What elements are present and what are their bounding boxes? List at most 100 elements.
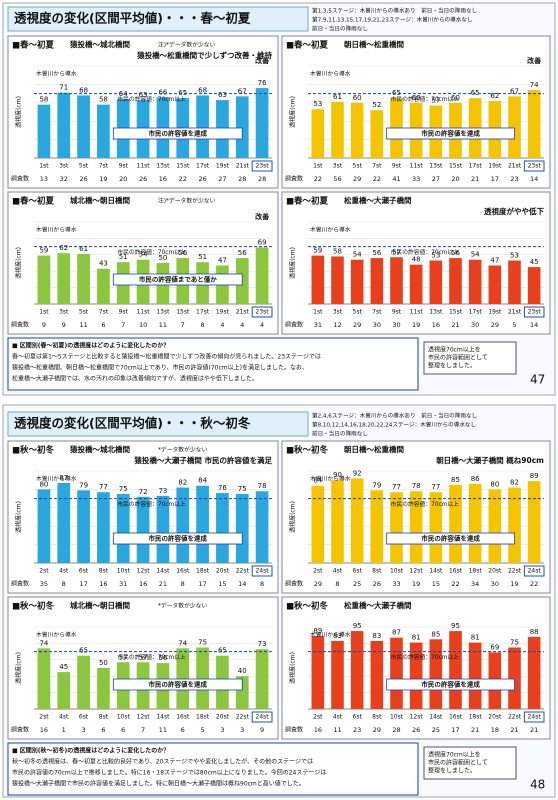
value-label: 58 bbox=[39, 96, 48, 104]
count: 29 bbox=[353, 175, 361, 183]
season: ■春～初夏 bbox=[286, 196, 329, 207]
condition: 第7,9,11,13,15,17,19,21,23ステージ：木曽川からの導水なし bbox=[312, 16, 473, 24]
stage-label: 16st bbox=[176, 714, 190, 721]
section: 城北橋～朝日橋間 bbox=[70, 195, 130, 205]
count: 28 bbox=[392, 726, 400, 734]
count: 6 bbox=[101, 726, 105, 734]
section: 松重橋～大瀬子橋間 bbox=[344, 195, 412, 205]
slide-title: 透視度の変化(区間平均値)・・・秋～初冬 bbox=[14, 416, 251, 431]
bar bbox=[350, 478, 364, 563]
value-label: 59 bbox=[39, 247, 48, 255]
bar bbox=[350, 102, 364, 158]
stage-label: 13st bbox=[156, 309, 170, 316]
count: 33 bbox=[412, 175, 420, 183]
count: 12 bbox=[333, 321, 341, 329]
count-label: 調査数 bbox=[285, 726, 303, 734]
inflow-note: 木曽川から導水 bbox=[310, 475, 351, 483]
count: 16 bbox=[314, 726, 322, 734]
value-label: 56 bbox=[178, 249, 187, 257]
stage-label: 7st bbox=[99, 309, 109, 316]
achieved-box bbox=[386, 678, 515, 691]
season: ■秋～初冬 bbox=[286, 445, 329, 456]
axis-label: 透視度(cm) bbox=[15, 652, 23, 684]
stage-label: 13st bbox=[429, 163, 443, 170]
highlight-box bbox=[523, 565, 545, 577]
bar bbox=[429, 639, 443, 709]
stage-label: 9st bbox=[392, 309, 402, 316]
value-label: 64 bbox=[119, 90, 128, 98]
bar bbox=[235, 96, 249, 158]
value-label: 80 bbox=[39, 480, 48, 488]
value-label: 95 bbox=[451, 622, 460, 630]
value-label: 89 bbox=[530, 472, 539, 480]
count: 9 bbox=[62, 321, 66, 329]
summary-box bbox=[7, 742, 419, 796]
achieved-box bbox=[112, 273, 243, 286]
count: 19 bbox=[510, 580, 518, 588]
stage-label: 10st bbox=[390, 714, 404, 721]
value-label: 76 bbox=[218, 484, 227, 492]
value-label: 56 bbox=[372, 249, 381, 257]
value-label: 47 bbox=[218, 256, 227, 264]
stage-label: 5st bbox=[79, 309, 89, 316]
count: 4 bbox=[220, 321, 224, 329]
count: 5 bbox=[201, 726, 205, 734]
threshold-label: 市民の許容値：70cm以上 bbox=[391, 653, 460, 661]
value-label: 61 bbox=[79, 245, 88, 253]
stage-label: 5st bbox=[353, 309, 363, 316]
value-label: 60 bbox=[451, 94, 460, 102]
bar bbox=[216, 493, 229, 563]
bar bbox=[311, 109, 325, 158]
threshold-label: 市民の許容値：70cm以上 bbox=[117, 95, 186, 103]
stage-label: 7st bbox=[372, 309, 382, 316]
count: 25 bbox=[432, 726, 440, 734]
count: 19 bbox=[412, 580, 420, 588]
value-label: 51 bbox=[198, 253, 207, 261]
value-label: 88 bbox=[530, 628, 539, 636]
stage-label: 2st bbox=[39, 714, 49, 721]
value-label: 77 bbox=[99, 483, 108, 491]
stage-label: 5st bbox=[79, 163, 89, 170]
highlight-box bbox=[523, 306, 545, 318]
achieved: 市民の許容値まであと僅か bbox=[139, 275, 217, 284]
summary-line: 春～初夏は第1～5ステージと比較すると猿投橋～松重橋間で少しずつ改善の傾向が見ら… bbox=[12, 353, 321, 361]
count: 28 bbox=[238, 175, 246, 183]
threshold-label: 市民の許容値：70cm以上 bbox=[117, 500, 186, 508]
threshold-label: 市民の許容値：70cm以上 bbox=[391, 500, 460, 508]
value-label: 50 bbox=[99, 659, 108, 667]
value-label: 85 bbox=[451, 476, 460, 484]
section: 猿投橋～城北橋間 bbox=[69, 39, 130, 49]
value-label: 79 bbox=[79, 481, 88, 489]
summary-line: 猿投橋～大瀬子橋間で市民の許容値を満足しました。特に朝日橋～大瀬子橋間は概ね90… bbox=[12, 780, 305, 788]
tag: 改善 bbox=[255, 56, 269, 65]
count: 4 bbox=[240, 321, 244, 329]
condition: 第1,3,5ステージ：木曽川からの導水あり 前日・当日の降雨なし bbox=[312, 7, 478, 15]
count: 4 bbox=[260, 321, 264, 329]
count: 15 bbox=[432, 580, 440, 588]
stage-label: 24st bbox=[256, 568, 270, 575]
value-label: 66 bbox=[158, 88, 167, 96]
bar bbox=[508, 647, 521, 709]
stage-label: 21st bbox=[508, 309, 522, 316]
condition: 第8,10,12,14,16,18,20,22,24ステージ：木曽川からの導水な… bbox=[312, 421, 477, 429]
value-label: 72 bbox=[139, 488, 148, 496]
stage-label: 16st bbox=[449, 714, 463, 721]
stage-label: 13st bbox=[429, 309, 443, 316]
count-label: 調査数 bbox=[11, 580, 29, 588]
bar bbox=[77, 253, 90, 304]
value-label: 95 bbox=[353, 622, 362, 630]
bar bbox=[255, 491, 269, 563]
stage-label: 6st bbox=[353, 714, 363, 721]
value-label: 79 bbox=[372, 481, 381, 489]
count: 56 bbox=[333, 175, 341, 183]
bar bbox=[311, 255, 325, 304]
stage-label: 17st bbox=[469, 309, 483, 316]
value-label: 54 bbox=[139, 251, 148, 259]
count: 17 bbox=[451, 726, 459, 734]
value-label: 47 bbox=[490, 256, 499, 264]
count: 11 bbox=[79, 321, 87, 329]
value-label: 57 bbox=[119, 653, 128, 661]
value-label: 63 bbox=[139, 91, 148, 99]
stage-label: 3st bbox=[333, 163, 343, 170]
